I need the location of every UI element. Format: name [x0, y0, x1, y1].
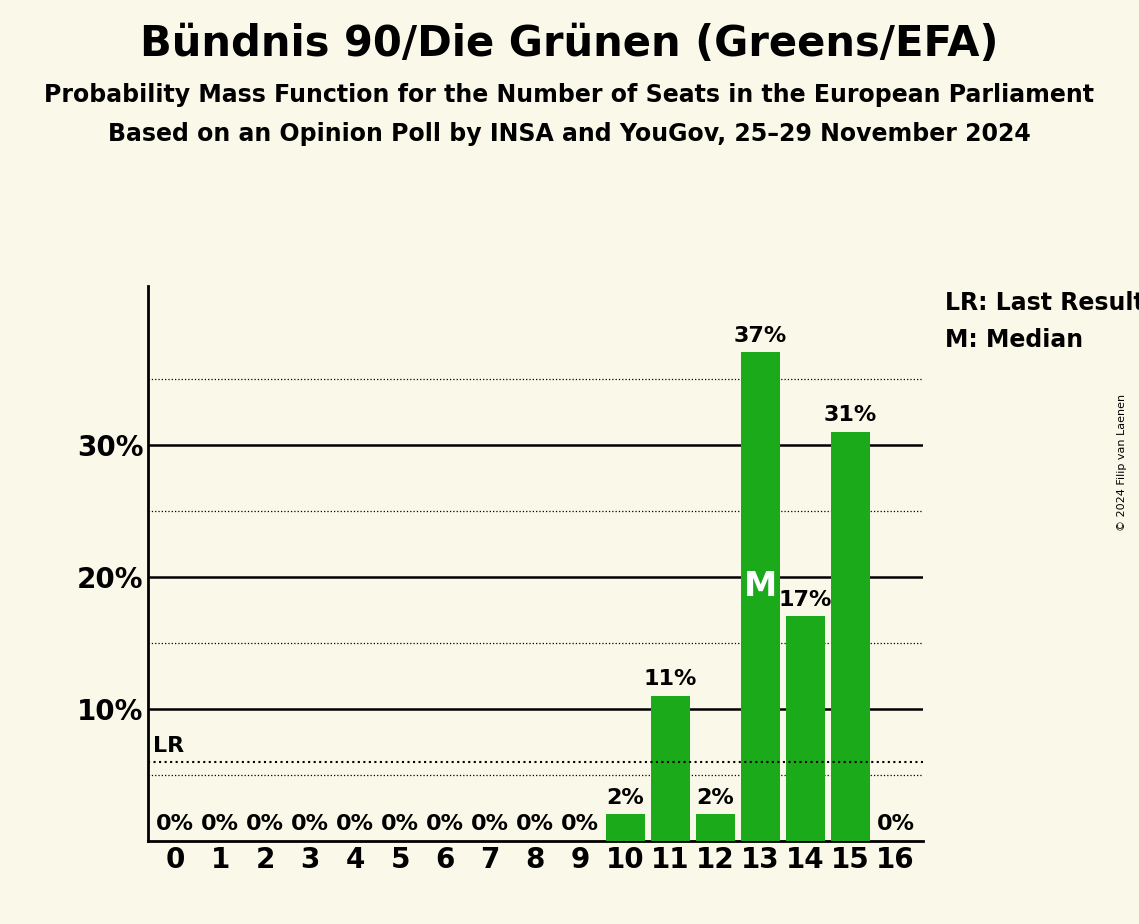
Text: 0%: 0%: [472, 814, 509, 834]
Text: 2%: 2%: [606, 788, 645, 808]
Text: LR: LR: [153, 736, 183, 757]
Text: 0%: 0%: [246, 814, 284, 834]
Text: Bündnis 90/Die Grünen (Greens/EFA): Bündnis 90/Die Grünen (Greens/EFA): [140, 23, 999, 65]
Text: 37%: 37%: [734, 326, 787, 346]
Text: 0%: 0%: [877, 814, 915, 834]
Text: 0%: 0%: [562, 814, 599, 834]
Bar: [786, 616, 825, 841]
Text: 0%: 0%: [202, 814, 239, 834]
Text: 0%: 0%: [426, 814, 465, 834]
Text: 0%: 0%: [156, 814, 194, 834]
Text: M: M: [744, 570, 777, 603]
Text: Probability Mass Function for the Number of Seats in the European Parliament: Probability Mass Function for the Number…: [44, 83, 1095, 107]
Text: 0%: 0%: [336, 814, 375, 834]
Bar: [606, 814, 645, 841]
Text: 0%: 0%: [516, 814, 555, 834]
Bar: [831, 432, 870, 841]
Text: 11%: 11%: [644, 669, 697, 689]
Text: © 2024 Filip van Laenen: © 2024 Filip van Laenen: [1117, 394, 1126, 530]
Bar: [696, 814, 735, 841]
Text: LR: Last Result: LR: Last Result: [945, 291, 1139, 315]
Text: 31%: 31%: [823, 405, 877, 425]
Text: 2%: 2%: [697, 788, 735, 808]
Text: 0%: 0%: [292, 814, 329, 834]
Bar: [741, 352, 779, 841]
Bar: [652, 696, 689, 841]
Text: 0%: 0%: [382, 814, 419, 834]
Text: 17%: 17%: [779, 590, 833, 610]
Text: Based on an Opinion Poll by INSA and YouGov, 25–29 November 2024: Based on an Opinion Poll by INSA and You…: [108, 122, 1031, 146]
Text: M: Median: M: Median: [945, 328, 1083, 352]
